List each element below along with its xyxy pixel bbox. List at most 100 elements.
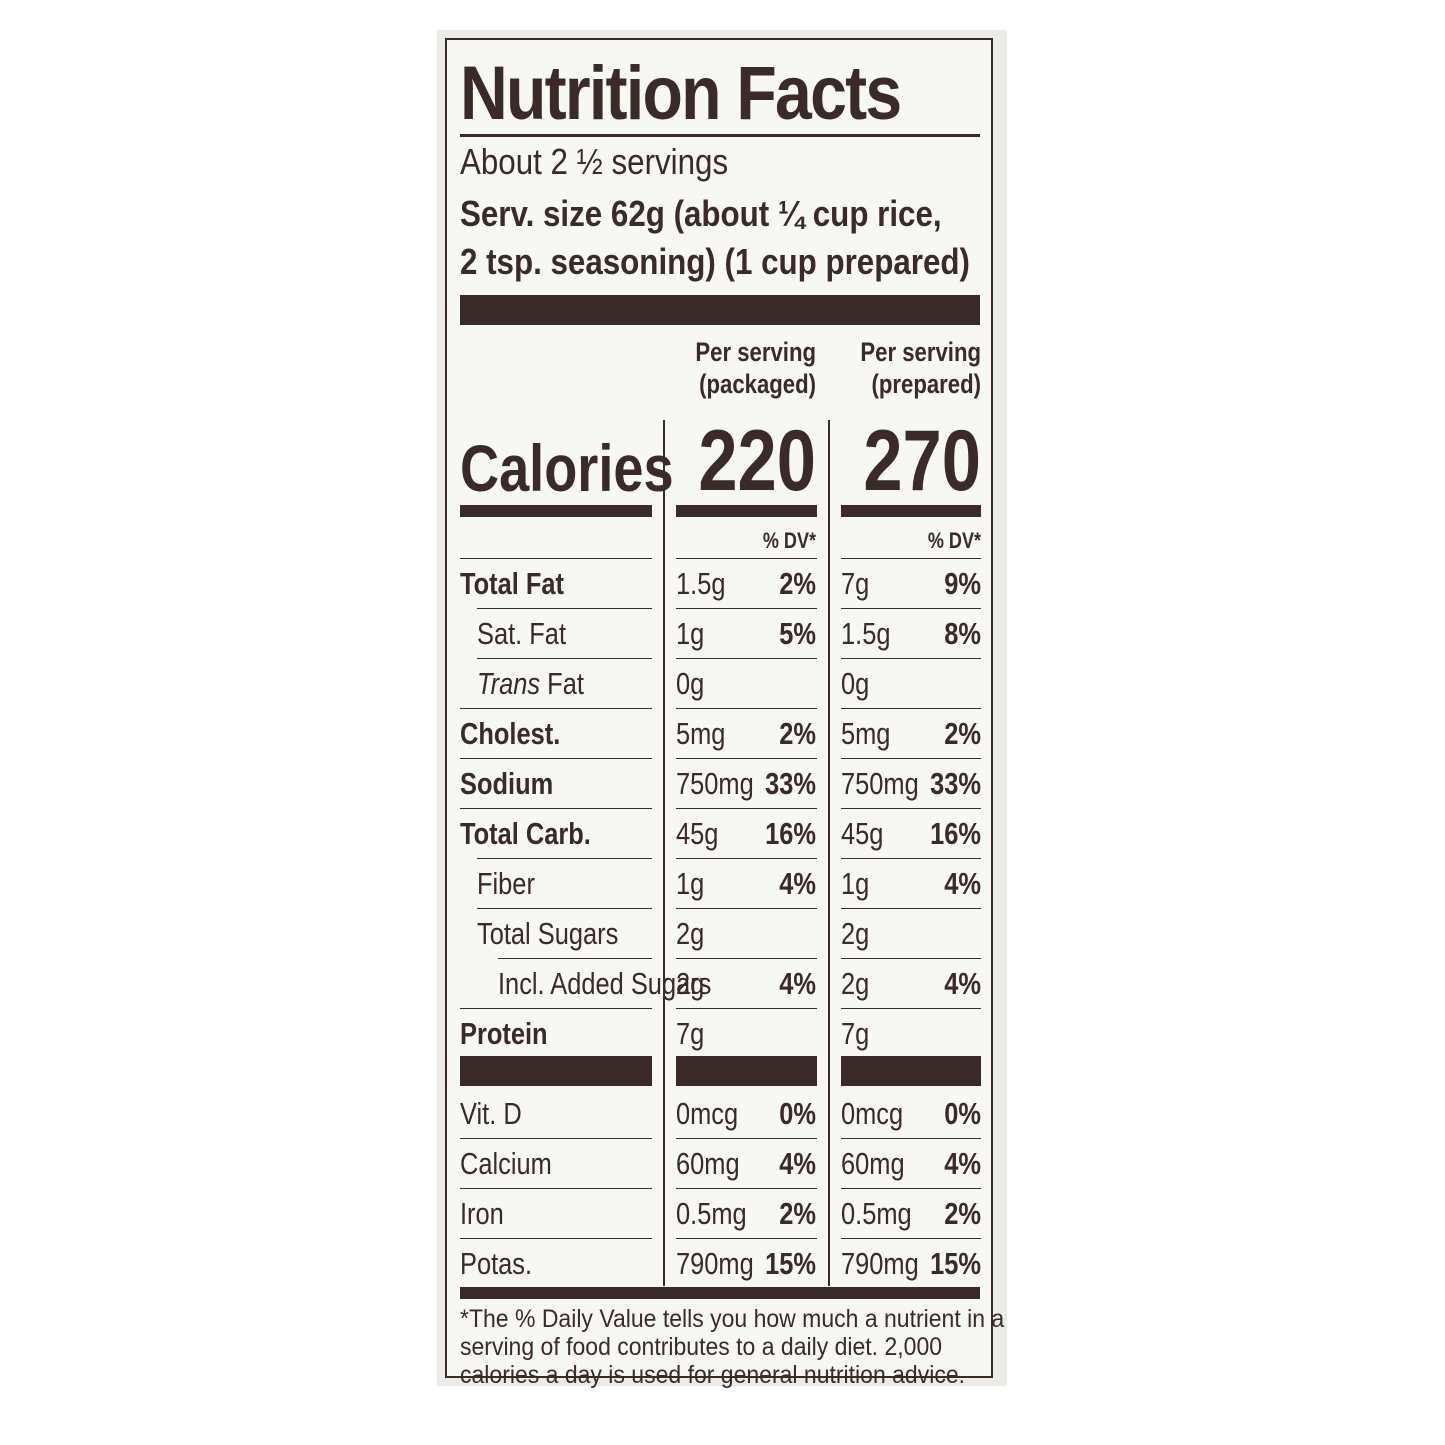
serving-size-line-2: 2 tsp. seasoning) (1 cup prepared)	[460, 241, 970, 282]
prepared-amount: 0.5mg	[841, 1196, 912, 1231]
row-divider	[676, 908, 817, 909]
row-divider	[676, 1238, 817, 1239]
packaged-amount: 1g	[676, 616, 705, 651]
label-title: Nutrition Facts	[460, 51, 902, 136]
row-divider	[841, 1008, 981, 1009]
row-divider	[477, 908, 652, 909]
prepared-dv: 8%	[944, 616, 981, 651]
row-divider	[460, 708, 652, 709]
row-divider	[498, 958, 652, 959]
packaged-dv: 16%	[765, 816, 816, 851]
row-divider	[841, 858, 981, 859]
prepared-column-header: Per serving (prepared)	[837, 336, 981, 400]
thick-divider-bottom	[460, 1287, 980, 1299]
row-divider	[460, 558, 652, 559]
nutrient-label: Protein	[460, 1016, 548, 1051]
packaged-amount: 45g	[676, 816, 719, 851]
packaged-header-line-2: (packaged)	[699, 369, 816, 399]
row-divider	[841, 958, 981, 959]
prepared-header-line-2: (prepared)	[871, 369, 981, 399]
prepared-dv: 9%	[944, 566, 981, 601]
row-divider	[676, 758, 817, 759]
prepared-amount: 45g	[841, 816, 884, 851]
row-divider	[460, 758, 652, 759]
footnote: *The % Daily Value tells you how much a …	[460, 1305, 1004, 1389]
prepared-header-line-1: Per serving	[860, 337, 981, 367]
prepared-dv: 4%	[944, 966, 981, 1001]
packaged-amount: 1.5g	[676, 566, 726, 601]
row-divider	[676, 1008, 817, 1009]
packaged-amount: 60mg	[676, 1146, 740, 1181]
prepared-amount: 7g	[841, 1016, 870, 1051]
row-divider	[841, 1238, 981, 1239]
prepared-amount: 0mcg	[841, 1096, 904, 1131]
row-divider	[676, 808, 817, 809]
nutrient-label: Total Fat	[460, 566, 565, 601]
prepared-dv: 15%	[930, 1246, 981, 1281]
prepared-amount: 2g	[841, 966, 870, 1001]
calories-bar-packaged	[676, 505, 817, 517]
nutrient-label: Trans Fat	[477, 664, 584, 704]
row-divider	[841, 608, 981, 609]
vitamin-label: Vit. D	[460, 1096, 522, 1131]
packaged-amount: 2g	[676, 966, 705, 1001]
footnote-line-2: serving of food contributes to a daily d…	[460, 1333, 943, 1361]
row-divider	[460, 1008, 652, 1009]
prepared-dv: 33%	[930, 766, 981, 801]
packaged-amount: 1g	[676, 866, 705, 901]
row-divider	[676, 1138, 817, 1139]
packaged-dv: 0%	[779, 1096, 816, 1131]
packaged-header-line-1: Per serving	[695, 337, 816, 367]
row-divider	[460, 1238, 652, 1239]
row-divider	[676, 608, 817, 609]
row-divider	[841, 658, 981, 659]
row-divider	[477, 658, 652, 659]
nutrient-label: Sat. Fat	[477, 616, 567, 651]
row-divider	[841, 758, 981, 759]
row-divider	[676, 958, 817, 959]
prepared-dv: 4%	[944, 1146, 981, 1181]
row-divider	[460, 1188, 652, 1189]
vitamin-label: Calcium	[460, 1146, 552, 1181]
row-divider	[676, 558, 817, 559]
row-divider	[841, 708, 981, 709]
nutrient-label: Incl. Added Sugars	[498, 966, 712, 1001]
calories-bar-label	[460, 505, 652, 517]
thick-divider-vitamins-label	[460, 1056, 652, 1086]
packaged-amount: 2g	[676, 916, 705, 951]
prepared-amount: 60mg	[841, 1146, 905, 1181]
packaged-dv: 4%	[779, 866, 816, 901]
packaged-dv: 15%	[765, 1246, 816, 1281]
packaged-dv: 4%	[779, 966, 816, 1001]
nutrient-label: Total Carb.	[460, 816, 591, 851]
row-divider	[460, 1138, 652, 1139]
row-divider	[477, 608, 652, 609]
packaged-amount: 0mcg	[676, 1096, 739, 1131]
calories-label: Calories	[460, 431, 674, 505]
packaged-column-header: Per serving (packaged)	[672, 336, 816, 400]
calories-prepared: 270	[863, 413, 981, 509]
row-divider	[676, 1188, 817, 1189]
prepared-amount: 750mg	[841, 766, 919, 801]
packaged-dv: 2%	[779, 716, 816, 751]
row-divider	[841, 1188, 981, 1189]
dv-header-prepared: % DV*	[927, 528, 981, 553]
row-divider	[460, 808, 652, 809]
dv-header-packaged: % DV*	[762, 528, 816, 553]
footnote-line-3: calories a day is used for general nutri…	[460, 1361, 966, 1389]
packaged-dv: 33%	[765, 766, 816, 801]
thick-divider-vitamins-packaged	[676, 1056, 817, 1086]
packaged-amount: 7g	[676, 1016, 705, 1051]
row-divider	[841, 558, 981, 559]
prepared-dv: 0%	[944, 1096, 981, 1131]
prepared-amount: 1g	[841, 866, 870, 901]
prepared-amount: 1.5g	[841, 616, 891, 651]
prepared-dv: 4%	[944, 866, 981, 901]
prepared-dv: 2%	[944, 716, 981, 751]
vitamin-label: Potas.	[460, 1246, 533, 1281]
nutrient-label: Total Sugars	[477, 916, 619, 951]
thick-divider-vitamins-prepared	[841, 1056, 981, 1086]
row-divider	[841, 808, 981, 809]
row-divider	[676, 708, 817, 709]
prepared-amount: 2g	[841, 916, 870, 951]
